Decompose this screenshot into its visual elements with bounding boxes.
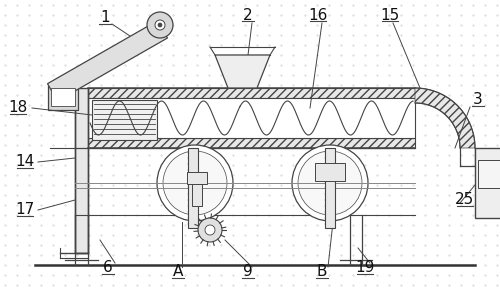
Polygon shape [48,21,168,101]
Bar [88,98,415,138]
Text: B: B [317,264,327,279]
Polygon shape [215,55,270,88]
Circle shape [163,151,227,215]
Bar [88,88,415,98]
Text: 15: 15 [380,7,400,22]
Text: 17: 17 [16,202,34,217]
Text: 25: 25 [456,192,474,207]
Text: 6: 6 [103,261,113,276]
Bar [192,184,202,206]
Circle shape [198,218,222,242]
Bar [48,85,78,110]
Bar [88,88,415,98]
Text: 14: 14 [16,154,34,170]
Circle shape [157,145,233,221]
Text: 1: 1 [100,10,110,26]
Text: 18: 18 [8,101,28,115]
Text: 16: 16 [308,7,328,22]
Circle shape [158,23,162,27]
Bar [88,138,415,148]
Bar [75,88,88,253]
Bar [475,148,500,218]
Bar [478,160,500,188]
Bar [188,148,198,228]
Circle shape [292,145,368,221]
Bar [187,172,207,184]
Circle shape [298,151,362,215]
Bar [88,138,415,148]
Text: 3: 3 [473,92,483,107]
Text: 9: 9 [243,264,253,279]
Text: 19: 19 [356,261,374,276]
Bar [92,100,157,140]
Bar [315,163,345,181]
Circle shape [205,225,215,235]
Bar [51,88,75,106]
Circle shape [155,20,165,30]
Text: 2: 2 [243,7,253,22]
Circle shape [147,12,173,38]
Polygon shape [415,88,475,148]
Bar [325,148,335,228]
Text: A: A [173,264,183,279]
